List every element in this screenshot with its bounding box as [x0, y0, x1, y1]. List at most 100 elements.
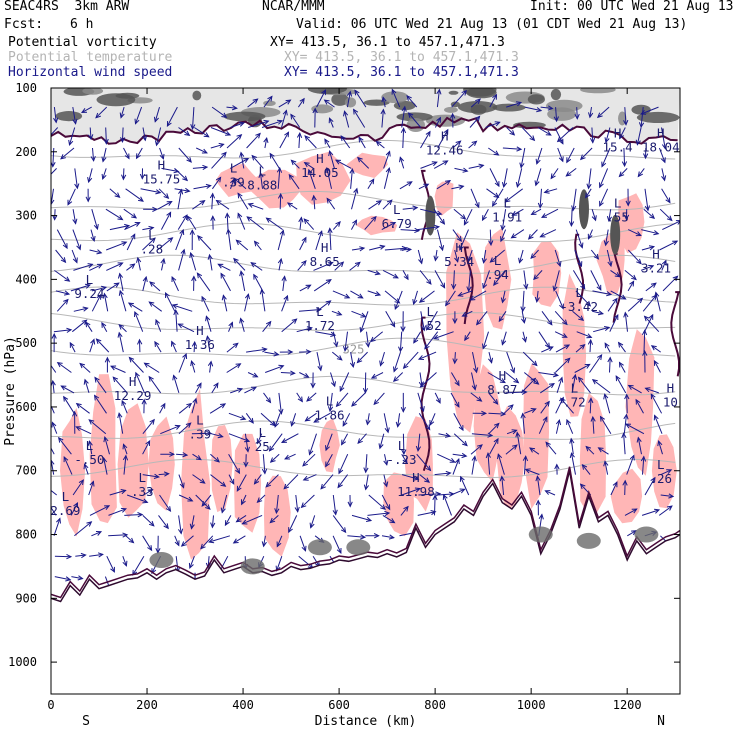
wind-vector-head: [171, 275, 177, 283]
wind-vector: [453, 433, 468, 446]
wind-vector: [540, 106, 553, 109]
wind-vector-head: [426, 324, 432, 331]
wind-vector: [326, 167, 332, 189]
wind-vector: [264, 351, 279, 356]
wind-vector: [627, 298, 643, 312]
wind-vector: [370, 331, 384, 342]
wind-vector: [623, 414, 627, 434]
wind-vector-head: [648, 245, 656, 251]
wind-vector-head: [95, 531, 103, 536]
model-title: SEAC4RS 3km ARW: [4, 0, 130, 14]
wind-vector: [364, 216, 377, 230]
wind-vector-head: [72, 257, 78, 264]
wind-vector: [402, 128, 405, 149]
wind-vector-head: [454, 401, 460, 408]
wind-vector: [358, 137, 366, 149]
wind-vector: [604, 461, 609, 475]
wind-vector: [433, 160, 448, 169]
wind-vector-head: [233, 257, 239, 264]
pv-contour-streamer: [420, 316, 431, 471]
y-tick-label: 1000: [8, 655, 37, 669]
wind-vector: [52, 147, 55, 167]
wind-vector: [210, 127, 231, 136]
wind-vector-head: [466, 286, 472, 293]
wind-vector-head: [620, 294, 627, 300]
wind-vector-head: [552, 372, 560, 378]
wind-vector-head: [529, 447, 536, 453]
wind-vector-head: [265, 217, 272, 223]
wind-vector: [533, 270, 543, 280]
wind-vector: [216, 200, 230, 210]
wind-vector-head: [274, 421, 280, 428]
wind-vector: [222, 295, 228, 312]
wind-vector-head: [220, 403, 227, 409]
wind-vector: [320, 474, 334, 490]
wind-vector-head: [148, 225, 155, 231]
wind-vector: [280, 372, 295, 374]
wind-vector: [589, 398, 592, 414]
wind-vector-head: [627, 384, 634, 390]
wind-vector: [291, 413, 297, 426]
wind-vector: [505, 372, 519, 383]
wind-vector-head: [618, 171, 625, 178]
wind-vector: [418, 183, 429, 190]
wind-vector: [610, 269, 620, 278]
wind-vector-head: [476, 444, 483, 450]
wind-vector: [645, 387, 659, 394]
wind-vector-head: [154, 140, 160, 147]
terrain-surface-line: [51, 470, 680, 603]
wind-vector: [643, 208, 655, 219]
wind-vector: [608, 209, 612, 221]
wind-vector: [413, 331, 422, 344]
wind-vector: [110, 365, 126, 373]
wind-vector-head: [288, 527, 293, 534]
wind-vector-head: [522, 336, 528, 343]
wind-vector-head: [636, 258, 642, 265]
wind-vector: [624, 480, 626, 496]
wind-vector-head: [155, 318, 161, 326]
wind-vector: [640, 107, 644, 128]
wind-vector: [420, 208, 442, 215]
wind-vector: [91, 294, 102, 312]
wind-vector-head: [297, 396, 303, 403]
wind-vector-head: [414, 487, 421, 493]
wind-vector-head: [102, 456, 108, 463]
wind-vector-head: [648, 313, 654, 320]
wind-vector-head: [134, 310, 139, 318]
wind-vector: [471, 433, 493, 436]
wind-vector: [554, 249, 561, 267]
wind-vector-head: [511, 444, 518, 450]
x-tick-label: 200: [136, 698, 158, 712]
wind-vector-head: [380, 504, 386, 510]
wind-vector-head: [650, 282, 657, 288]
wind-vector-head: [638, 122, 645, 129]
wind-vector-head: [636, 436, 642, 443]
wind-vector: [661, 127, 666, 149]
wind-vector: [195, 147, 208, 154]
wind-vector: [463, 208, 473, 225]
wind-vector-head: [579, 343, 586, 350]
wind-vector-head: [603, 240, 609, 247]
wind-vector-head: [371, 215, 377, 222]
wind-vector: [516, 432, 522, 455]
wind-vector-head: [46, 439, 50, 444]
wind-vector-head: [141, 398, 147, 405]
wind-vector: [575, 229, 583, 248]
wind-vector: [261, 289, 266, 312]
wind-vector-head: [425, 465, 432, 472]
wind-vector: [315, 331, 336, 336]
wind-vector: [601, 147, 611, 167]
wind-vector-head: [89, 480, 95, 487]
wind-vector-head: [83, 378, 89, 385]
wind-vector-head: [340, 527, 347, 534]
wind-vector: [659, 240, 678, 251]
wind-vector: [84, 379, 90, 394]
high-pv-patch: [307, 88, 347, 95]
wind-vector-head: [195, 455, 202, 461]
wind-vector: [197, 235, 212, 251]
wind-vector: [529, 447, 540, 455]
wind-vector: [640, 265, 654, 271]
wind-vector: [576, 331, 592, 338]
wind-vector: [487, 453, 491, 475]
pv-extremum-value: 12.46: [426, 143, 464, 158]
